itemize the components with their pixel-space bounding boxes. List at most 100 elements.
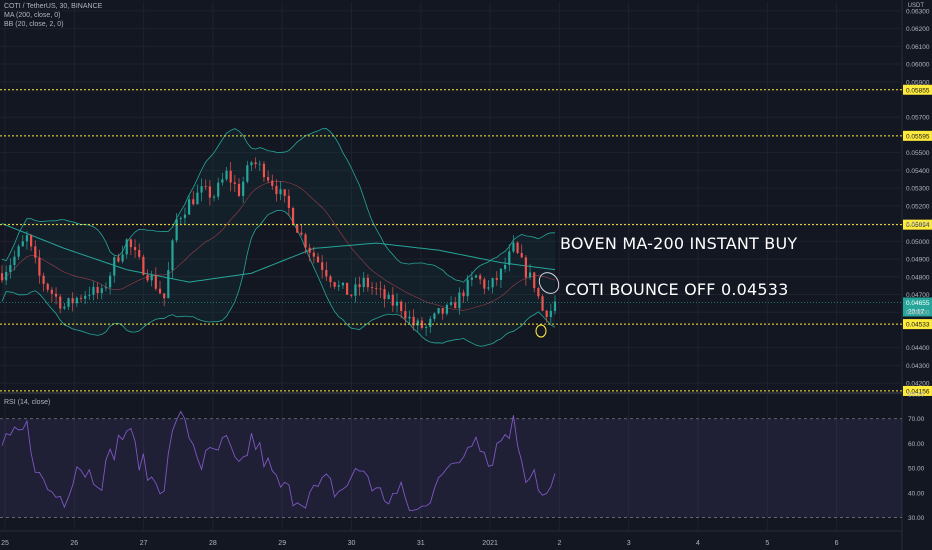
price-axis[interactable]: 0.06300 0.06200 0.06100 0.06000 0.05900 0.057… [906, 8, 930, 387]
bb-fill [2, 128, 555, 347]
candle-body [454, 302, 457, 309]
candle-body [113, 257, 116, 276]
candle-body [520, 252, 523, 258]
candle-body [291, 207, 295, 225]
symbol-legend[interactable]: COTI / TetherUS, 30, BINANCE [4, 3, 103, 10]
time-tick: 26 [70, 540, 78, 547]
candle-body [92, 286, 95, 295]
candle-body [458, 292, 461, 309]
candle-body [142, 256, 145, 275]
time-tick: 3 [627, 540, 631, 547]
candle-body [117, 257, 120, 262]
time-tick: 31 [417, 540, 425, 547]
candle-body [516, 242, 519, 253]
candle-body [163, 293, 166, 299]
candle-body [121, 254, 124, 262]
candle-body [512, 242, 515, 252]
time-axis[interactable]: 25 26 27 28 29 30 31 2021 2 3 4 5 6 [1, 540, 839, 547]
level-tag [903, 319, 932, 330]
candle-body [171, 240, 174, 271]
circle-ma-cross [538, 272, 560, 294]
candle-body [9, 265, 12, 273]
candle-body [150, 275, 153, 281]
level-tag-text: 0.05855 [906, 87, 930, 94]
level-tag-text: 0.05094 [906, 222, 930, 229]
price-tick: 0.06300 [906, 8, 930, 15]
candle-body [133, 247, 137, 251]
rsi-tick: 50.00 [908, 466, 925, 473]
candle-body [217, 182, 220, 197]
candle-body [508, 251, 511, 265]
candle-body [524, 257, 527, 278]
candle-body [537, 288, 540, 297]
candle-body [470, 277, 473, 280]
candle-body [283, 189, 286, 196]
candle-body [474, 275, 478, 278]
candle-body [483, 279, 486, 289]
candle-body [67, 298, 70, 307]
rsi-band-fill [0, 418, 902, 518]
candle-body [300, 232, 303, 235]
candle-body [379, 288, 382, 290]
time-tick: 2 [557, 540, 561, 547]
time-tick: 25 [1, 540, 9, 547]
candle-body [17, 246, 20, 257]
rsi-tick: 70.00 [908, 416, 925, 423]
time-tick: 30 [348, 540, 356, 547]
candle-body [267, 177, 270, 181]
grid [0, 0, 903, 550]
candle-body [208, 186, 211, 198]
candle-body [350, 294, 353, 296]
price-tick: 0.04200 [906, 381, 930, 388]
candle-body [375, 288, 378, 289]
level-tag-text: 0.05595 [906, 133, 930, 140]
bb-upper [1, 128, 556, 283]
circle-bounce [535, 324, 547, 338]
rsi-tick: 60.00 [908, 441, 925, 448]
price-tick: 0.05000 [906, 239, 930, 246]
candle-body [75, 297, 78, 304]
candle-body [254, 162, 257, 165]
price-tick: 0.04600 [906, 310, 930, 317]
rsi-line [1, 410, 556, 512]
candle-body [88, 294, 91, 296]
candle-body [138, 250, 141, 257]
candle-body [400, 301, 403, 312]
rsi-legend[interactable]: RSI (14, close) [4, 399, 51, 406]
candle-body [504, 264, 507, 269]
candle-body [487, 287, 490, 289]
candle-body [271, 180, 274, 186]
candle-body [445, 304, 448, 314]
bb-basis [1, 181, 556, 311]
candle-body [383, 289, 386, 299]
horizontal-levels[interactable]: 0.05855 0.05595 0.05094 0.04533 0.04156 0.046… [0, 84, 932, 396]
price-tick: 0.05900 [906, 79, 930, 86]
price-tick: 0.05200 [906, 203, 930, 210]
candle-body [425, 326, 428, 328]
bb-legend[interactable]: BB (20, close, 2, 0) [4, 21, 64, 28]
annotation-circles [535, 272, 560, 338]
candle-body [250, 162, 253, 166]
time-tick: 5 [765, 540, 769, 547]
level-tag [903, 84, 932, 95]
ma-200-line [1, 223, 556, 283]
price-tick: 0.04700 [906, 292, 930, 299]
candle-body [196, 192, 199, 205]
candle-body [321, 262, 324, 270]
candle-body [34, 246, 37, 258]
ma-legend[interactable]: MA (200, close, 0) [4, 12, 61, 19]
bb-lower [1, 209, 556, 347]
candle-body [541, 296, 544, 311]
price-tick: 0.05400 [906, 168, 930, 175]
candle-body [441, 308, 444, 314]
candle-body [495, 278, 498, 280]
ma-200 [1, 223, 556, 283]
rsi-tick: 40.00 [908, 490, 925, 497]
candle-body [42, 275, 45, 284]
candle-body [404, 311, 407, 319]
candle-body [549, 310, 552, 317]
candle-body [237, 183, 241, 196]
last-price-tag [903, 297, 932, 317]
candle-body [109, 275, 112, 288]
